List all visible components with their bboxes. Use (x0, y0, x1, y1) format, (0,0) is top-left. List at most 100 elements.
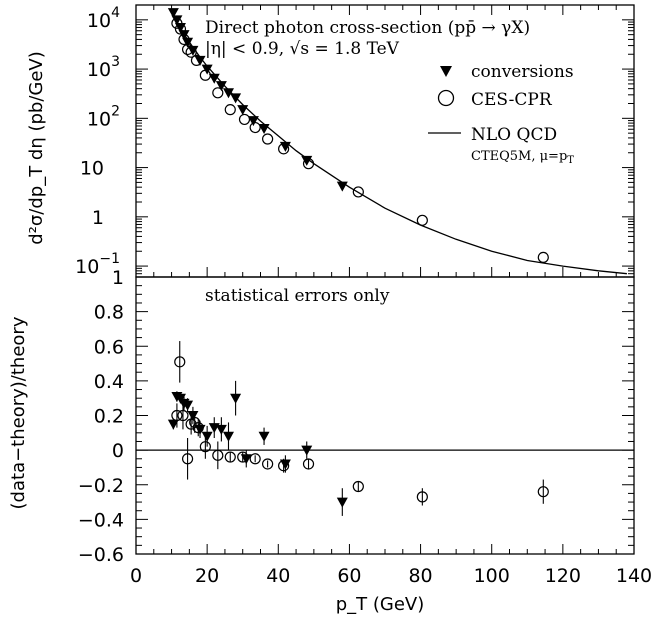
x-tick-label: 100 (474, 565, 510, 587)
conversions-point (279, 141, 291, 152)
top-y-tick-label: 102 (87, 103, 120, 130)
ces-cpr-residual-point (199, 441, 211, 453)
ces-cpr-residual-point (177, 409, 189, 422)
x-tick-label: 0 (130, 565, 142, 587)
bottom-y-tick-label: −0.6 (78, 544, 124, 566)
ces-cpr-residual-point (352, 480, 364, 493)
ces-cpr-point (174, 23, 187, 35)
ces-cpr-residual-point (212, 449, 224, 461)
ces-cpr-point (171, 17, 183, 29)
ces-cpr-point (178, 33, 190, 46)
legend: conversions CES-CPR NLO QCD CTEQ5M, μ=pT (428, 62, 574, 166)
conversions-point (171, 15, 183, 26)
bottom-y-tick-label: 0 (112, 440, 124, 462)
conversions-residual-point (279, 459, 291, 470)
conversions-residual-point (336, 497, 348, 508)
tick-base: 10 (75, 256, 99, 278)
top-y-tick-label: 10−1 (75, 251, 120, 278)
conversions-point (247, 116, 259, 127)
conversions-residual-point (258, 431, 270, 442)
legend-ces-label: CES-CPR (471, 90, 553, 110)
conversions-point (237, 105, 249, 116)
ces-cpr-residual-point (174, 356, 186, 368)
ces-cpr-residual-point (192, 422, 204, 434)
conversions-residual-point (222, 431, 234, 442)
conversions-point (167, 8, 179, 19)
bottom-plot-frame (135, 276, 635, 555)
top-y-tick-label: 103 (87, 54, 120, 81)
bottom-y-tick-label: 0.8 (94, 302, 124, 324)
ces-cpr-residual-point (302, 458, 315, 470)
ces-cpr-point (416, 214, 428, 226)
ces-cpr-point (352, 186, 364, 198)
legend-nlo-label: NLO QCD (471, 125, 557, 145)
conversions-residual-point (240, 454, 252, 465)
conversions-point (208, 73, 220, 84)
ces-cpr-residual-point (537, 486, 549, 498)
ces-cpr-point (278, 143, 290, 155)
ces-cpr-residual-point (181, 453, 194, 465)
ces-cpr-point (262, 133, 274, 145)
bottom-y-tick-label: −0.4 (78, 509, 124, 531)
bottom-y-axis-title: (data−theory)/theory (8, 316, 29, 509)
legend-circle-icon (437, 89, 455, 107)
ces-cpr-point (537, 251, 549, 264)
bottom-panel: 0 20 40 60 80 100 120 140 −0.6 −0.4 −0.2 0 0.2 0.4 0.6… (78, 267, 652, 587)
legend-triangle-icon (440, 66, 452, 77)
x-axis-title: p_T (GeV) (336, 594, 425, 615)
bottom-y-tick-label: 0.4 (94, 371, 124, 393)
top-y-axis-title: d²σ/dp_T dη (pb/GeV) (26, 51, 47, 245)
conversions-point (336, 181, 348, 192)
x-tick-label: 60 (337, 565, 361, 587)
tick-base: 10 (87, 59, 111, 81)
ces-cpr-residual-point (224, 451, 236, 463)
legend-nlo-sub-label: CTEQ5M, μ=pT (471, 149, 574, 166)
conversions-point (178, 30, 190, 41)
bottom-y-tick-label: −0.2 (78, 475, 124, 497)
top-y-tick-label: 1 (92, 207, 104, 229)
conversions-residual-point (230, 393, 242, 404)
conversions-residual-point (301, 445, 313, 456)
conversions-residual-point (201, 431, 213, 442)
bottom-y-tick-label: 1 (112, 267, 124, 289)
ces-cpr-point (249, 121, 261, 134)
tick-exponent: −1 (99, 251, 120, 267)
ces-cpr-residual-point (171, 409, 183, 422)
bottom-annotation: statistical errors only (205, 286, 390, 306)
tick-base: 10 (87, 10, 111, 32)
conversions-point (194, 55, 206, 66)
conversions-point (201, 64, 213, 75)
tick-exponent: 3 (111, 54, 120, 70)
conversions-point (215, 81, 227, 92)
conversions-residual-point (187, 411, 199, 421)
ces-cpr-point (199, 69, 211, 81)
ces-cpr-point (212, 87, 224, 99)
bottom-y-tick-label: 0.6 (94, 336, 124, 358)
ces-cpr-residual-point (262, 458, 274, 470)
tick-exponent: 4 (111, 5, 120, 21)
tick-base: 10 (87, 108, 111, 130)
ces-cpr-residual-point (237, 451, 249, 463)
ces-cpr-point (238, 113, 251, 126)
conversions-residual-point (167, 419, 179, 430)
ces-cpr-point (181, 43, 194, 56)
bottom-y-tick-label: 0.2 (94, 406, 124, 428)
top-y-tick-label: 10 (80, 158, 104, 180)
conversions-point (222, 88, 234, 99)
ces-cpr-point (302, 158, 315, 170)
ces-cpr-residual-point (249, 453, 261, 465)
top-annotation-conditions: |η| < 0.9, √s = 1.8 TeV (205, 39, 400, 59)
x-tick-label: 40 (266, 565, 290, 587)
x-tick-label: 80 (408, 565, 432, 587)
x-tick-label: 140 (616, 565, 652, 587)
x-tick-label: 120 (545, 565, 581, 587)
conversions-residual-point (174, 393, 186, 404)
conversions-residual-point (182, 400, 194, 411)
legend-conversions-label: conversions (471, 62, 574, 82)
conversions-point (258, 124, 270, 135)
conversions-point (230, 93, 242, 104)
tick-exponent: 2 (111, 103, 120, 119)
ces-cpr-residual-point (278, 460, 290, 472)
ces-cpr-point (224, 104, 236, 116)
